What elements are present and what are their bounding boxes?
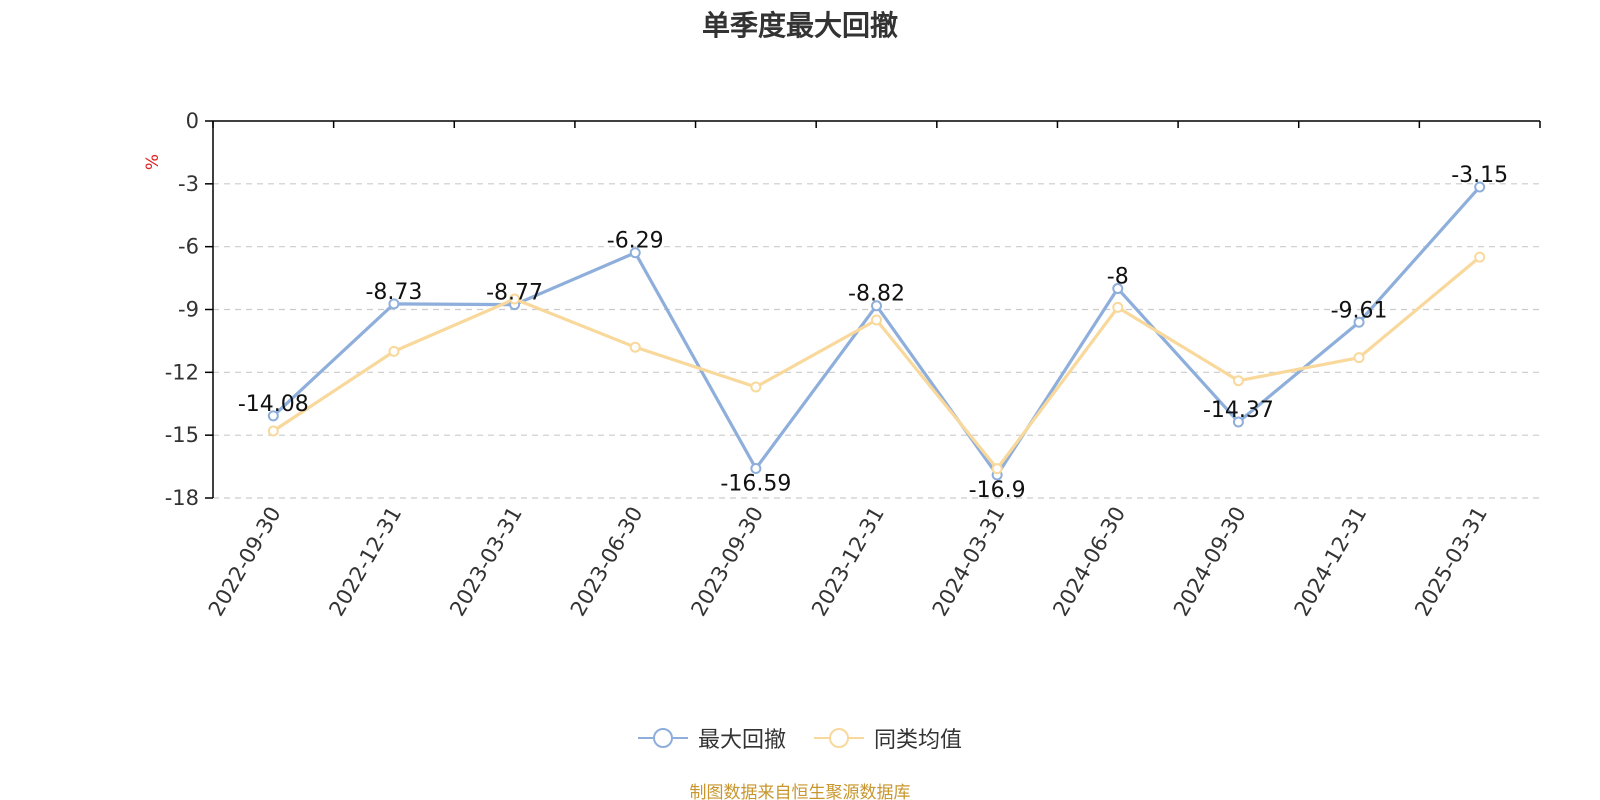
data-label: -16.59 <box>720 471 791 496</box>
source-note: 制图数据来自恒生聚源数据库 <box>689 783 911 800</box>
x-tick-label: 2022-09-30 <box>204 503 286 621</box>
y-tick-label: -18 <box>165 486 199 510</box>
legend-label: 同类均值 <box>874 728 963 753</box>
data-label: -14.37 <box>1203 398 1274 423</box>
data-point <box>1112 301 1124 313</box>
data-point <box>629 341 641 353</box>
y-tick-label: -9 <box>178 298 199 322</box>
legend-swatch-marker <box>829 728 849 748</box>
data-label: -8 <box>1107 265 1129 290</box>
x-tick-label: 2023-06-30 <box>566 503 648 621</box>
y-tick-label: 0 <box>186 109 199 133</box>
data-point <box>750 462 762 474</box>
legend-label: 最大回撤 <box>697 728 786 753</box>
data-point <box>1353 352 1365 364</box>
data-point <box>871 300 882 312</box>
data-point <box>267 425 279 437</box>
data-label: -14.08 <box>238 392 309 417</box>
x-tick-label: 2023-12-31 <box>807 503 889 621</box>
y-tick-label: -12 <box>165 360 199 384</box>
data-point <box>1474 181 1486 193</box>
y-axis-unit-label: % <box>143 154 163 170</box>
x-tick-label: 2024-12-31 <box>1290 503 1372 621</box>
data-label: -6.29 <box>607 229 664 254</box>
x-tick-label: 2023-03-31 <box>445 503 527 621</box>
data-point <box>991 463 1003 475</box>
data-point <box>1232 416 1244 428</box>
data-label: -16.9 <box>969 478 1026 503</box>
x-tick-label: 2025-03-31 <box>1410 503 1492 621</box>
data-point <box>750 381 762 393</box>
y-tick-label: -3 <box>178 172 199 196</box>
data-label: -9.61 <box>1331 298 1388 323</box>
x-tick-label: 2024-06-30 <box>1048 503 1130 621</box>
data-label: -3.15 <box>1451 163 1508 188</box>
data-point <box>1474 251 1486 263</box>
data-point <box>871 314 882 326</box>
data-point <box>1353 316 1365 328</box>
y-tick-label: -15 <box>165 423 199 447</box>
y-tick-label: -6 <box>178 235 199 259</box>
data-label: -8.77 <box>486 281 543 306</box>
legend-item-peer-average[interactable]: 同类均值 <box>814 722 962 754</box>
data-point <box>1232 375 1244 387</box>
data-point <box>629 247 641 259</box>
data-point <box>1112 283 1124 295</box>
x-tick-label: 2023-09-30 <box>686 503 768 621</box>
x-tick-label: 2024-09-30 <box>1169 503 1251 621</box>
data-label: -8.73 <box>365 280 422 305</box>
data-point <box>388 298 400 310</box>
series-line-max-drawdown <box>272 185 1481 477</box>
chart-title: 单季度最大回撤 <box>701 9 898 42</box>
chart-legend: 最大回撤 同类均值 <box>0 722 1600 754</box>
data-label: -8.82 <box>848 282 905 307</box>
x-tick-label: 2022-12-31 <box>324 503 406 621</box>
line-chart: 0 -3 -6 -9 -12 -15 -18% 2022-09-30 2022-12-31 202… <box>143 109 1541 621</box>
data-point <box>509 293 521 305</box>
legend-item-max-drawdown[interactable]: 最大回撤 <box>637 722 786 754</box>
data-point <box>267 410 279 422</box>
data-point <box>388 345 400 357</box>
legend-swatch <box>637 728 688 748</box>
legend-swatch-marker <box>652 728 673 748</box>
x-tick-label: 2024-03-31 <box>928 503 1010 621</box>
legend-swatch <box>814 728 864 748</box>
